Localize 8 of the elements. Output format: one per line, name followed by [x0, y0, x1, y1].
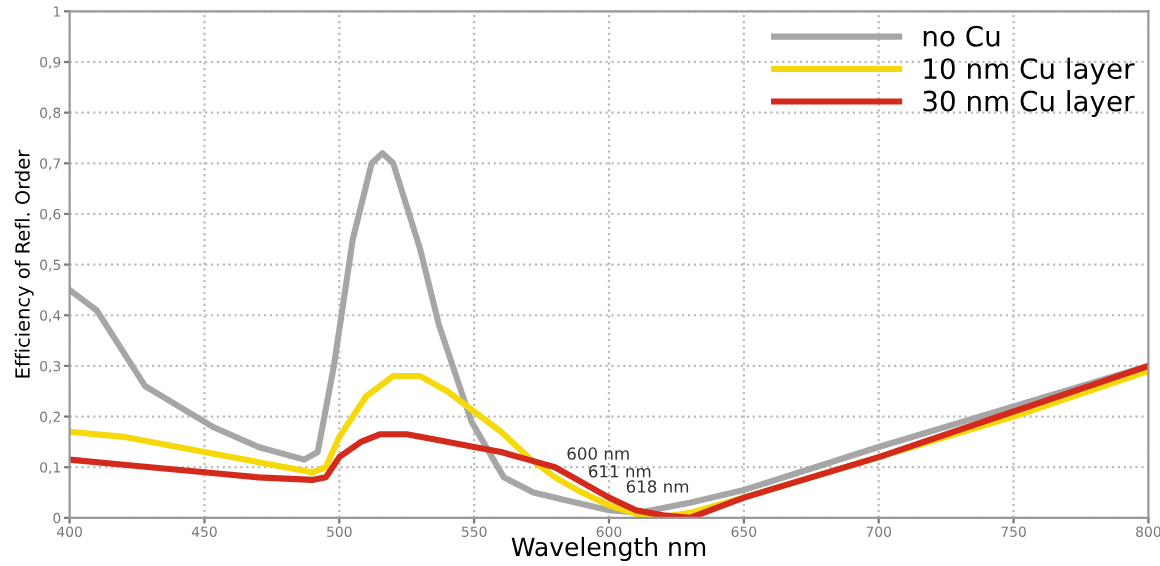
- annotation: 611 nm: [589, 464, 651, 478]
- legend-label: 30 nm Cu layer: [923, 90, 1135, 117]
- legend-label: 10 nm Cu layer: [924, 57, 1135, 85]
- x-axis-title: Wavelength nm: [511, 536, 706, 562]
- annotation: 618 nm: [626, 480, 689, 493]
- annotation: 600 nm: [567, 447, 629, 460]
- y-axis-title: Efficiency of Refl. Order: [14, 149, 34, 378]
- legend-label: no Cu: [923, 25, 1000, 47]
